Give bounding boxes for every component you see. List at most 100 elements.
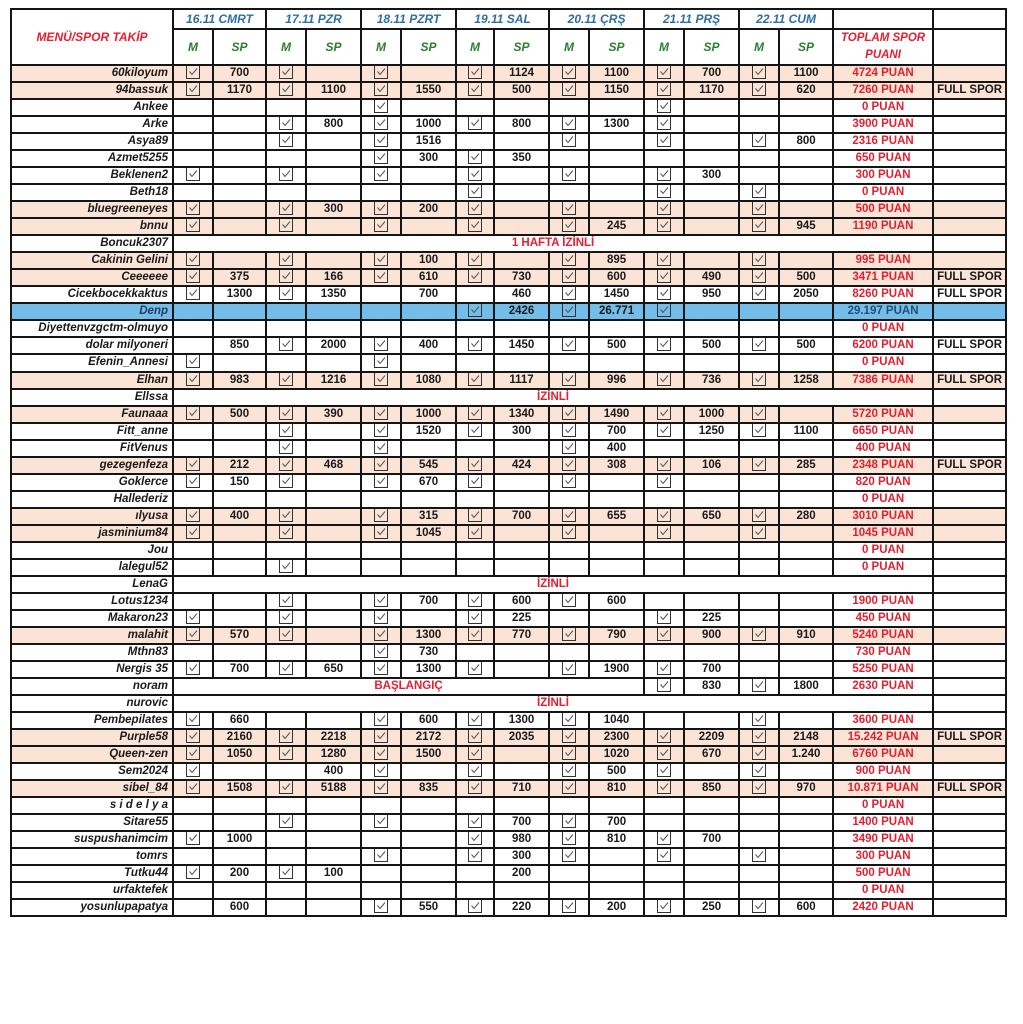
checkbox-checked-icon[interactable] [468,833,483,846]
menu-cell[interactable] [738,796,781,816]
checkbox-checked-icon[interactable] [468,254,483,267]
menu-cell[interactable] [265,421,308,441]
menu-cell[interactable] [548,642,591,662]
checkbox-checked-icon[interactable] [374,152,389,165]
menu-cell[interactable] [738,149,781,169]
checkbox-checked-icon[interactable] [374,850,389,863]
checkbox-checked-icon[interactable] [186,526,200,539]
menu-cell[interactable] [738,881,781,901]
menu-cell[interactable] [265,727,308,748]
menu-cell[interactable] [643,404,686,424]
menu-cell[interactable] [360,200,403,220]
checkbox-checked-icon[interactable] [186,84,200,97]
checkbox-checked-icon[interactable] [657,67,672,79]
menu-cell[interactable] [265,779,308,799]
checkbox-checked-icon[interactable] [279,458,294,471]
menu-cell[interactable] [172,319,214,339]
menu-cell[interactable] [455,149,496,169]
menu-cell[interactable] [360,166,403,186]
menu-cell[interactable] [360,813,403,833]
checkbox-checked-icon[interactable] [468,850,483,863]
menu-cell[interactable] [643,336,686,356]
menu-cell[interactable] [643,710,686,731]
checkbox-checked-icon[interactable] [279,67,294,79]
menu-cell[interactable] [738,506,781,526]
checkbox-checked-icon[interactable] [186,833,200,846]
menu-cell[interactable] [738,642,781,662]
menu-cell[interactable] [548,63,591,84]
menu-cell[interactable] [360,404,403,424]
checkbox-checked-icon[interactable] [468,731,483,743]
menu-cell[interactable] [548,540,591,560]
checkbox-checked-icon[interactable] [279,84,294,97]
menu-cell[interactable] [643,455,686,475]
menu-cell[interactable] [265,489,308,509]
menu-cell[interactable] [455,421,496,441]
checkbox-checked-icon[interactable] [186,271,200,284]
checkbox-checked-icon[interactable] [657,509,672,522]
checkbox-checked-icon[interactable] [562,458,577,471]
checkbox-checked-icon[interactable] [752,373,767,386]
checkbox-checked-icon[interactable] [657,288,672,301]
checkbox-checked-icon[interactable] [468,816,483,829]
checkbox-checked-icon[interactable] [657,305,672,318]
menu-cell[interactable] [455,404,496,424]
checkbox-checked-icon[interactable] [752,288,767,301]
menu-cell[interactable] [643,353,686,373]
menu-cell[interactable] [738,217,781,237]
menu-cell[interactable] [265,438,308,458]
checkbox-checked-icon[interactable] [374,407,389,420]
checkbox-checked-icon[interactable] [374,765,389,778]
checkbox-checked-icon[interactable] [657,271,672,284]
menu-cell[interactable] [360,625,403,645]
menu-cell[interactable] [172,727,214,748]
menu-cell[interactable] [265,251,308,271]
menu-cell[interactable] [455,63,496,84]
checkbox-checked-icon[interactable] [186,765,200,778]
checkbox-checked-icon[interactable] [562,407,577,420]
menu-cell[interactable] [738,183,781,203]
menu-cell[interactable] [548,217,591,237]
checkbox-checked-icon[interactable] [279,254,294,267]
checkbox-checked-icon[interactable] [752,84,767,97]
menu-cell[interactable] [643,676,686,696]
menu-cell[interactable] [548,404,591,424]
menu-cell[interactable] [455,81,496,101]
menu-cell[interactable] [643,183,686,203]
checkbox-checked-icon[interactable] [657,782,672,795]
menu-cell[interactable] [265,506,308,526]
checkbox-checked-icon[interactable] [468,152,483,165]
menu-cell[interactable] [548,830,591,850]
checkbox-checked-icon[interactable] [468,118,483,131]
menu-cell[interactable] [172,353,214,373]
checkbox-checked-icon[interactable] [562,305,577,318]
menu-cell[interactable] [738,898,781,918]
menu-cell[interactable] [172,762,214,782]
menu-cell[interactable] [738,421,781,441]
checkbox-checked-icon[interactable] [279,748,294,761]
checkbox-checked-icon[interactable] [752,679,767,692]
menu-cell[interactable] [172,847,214,867]
menu-cell[interactable] [738,847,781,867]
menu-cell[interactable] [172,523,214,543]
menu-cell[interactable] [455,830,496,850]
menu-cell[interactable] [265,183,308,203]
menu-cell[interactable] [548,268,591,288]
menu-cell[interactable] [738,813,781,833]
checkbox-checked-icon[interactable] [752,254,767,267]
menu-cell[interactable] [643,489,686,509]
menu-cell[interactable] [738,268,781,288]
menu-cell[interactable] [172,404,214,424]
menu-cell[interactable] [738,200,781,220]
menu-cell[interactable] [360,353,403,373]
checkbox-checked-icon[interactable] [468,526,483,539]
checkbox-checked-icon[interactable] [657,135,672,148]
menu-cell[interactable] [643,727,686,748]
menu-cell[interactable] [455,745,496,765]
menu-cell[interactable] [360,745,403,765]
menu-cell[interactable] [172,336,214,356]
checkbox-checked-icon[interactable] [279,662,294,675]
menu-cell[interactable] [643,268,686,288]
menu-cell[interactable] [265,132,308,152]
checkbox-checked-icon[interactable] [374,135,389,148]
